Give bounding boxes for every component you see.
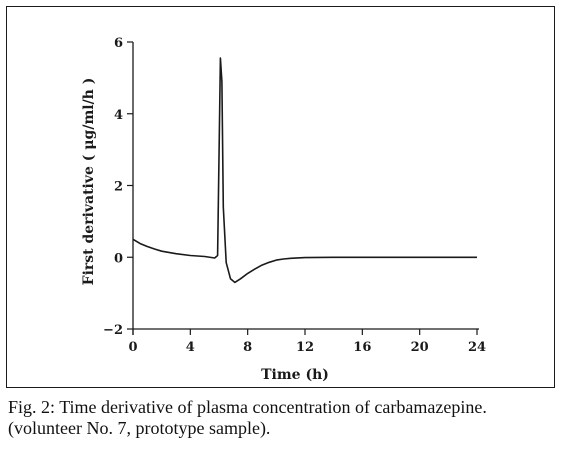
figure-caption: Fig. 2: Time derivative of plasma concen… bbox=[8, 397, 554, 439]
x-tick-label: 16 bbox=[353, 340, 371, 355]
caption-main: Fig. 2: Time derivative of plasma concen… bbox=[8, 397, 487, 417]
x-axis-title: Time (h) bbox=[261, 367, 329, 383]
y-tick-label: 6 bbox=[114, 36, 123, 51]
chart-axes bbox=[132, 42, 479, 335]
caption-sub: (volunteer No. 7, prototype sample). bbox=[8, 418, 271, 438]
y-tick-label: 4 bbox=[114, 108, 123, 123]
x-tick-label: 20 bbox=[411, 340, 429, 355]
y-tick-label: 0 bbox=[114, 251, 123, 266]
series-line bbox=[132, 57, 477, 284]
x-tick-label: 4 bbox=[186, 340, 195, 355]
y-axis-title: First derivative ( μg/ml/h ) bbox=[81, 78, 97, 286]
y-tick-label: −2 bbox=[103, 323, 123, 338]
y-tick-label: 2 bbox=[114, 180, 123, 195]
x-tick-label: 8 bbox=[243, 340, 252, 355]
figure-frame: 0 4 8 12 16 20 24 −2 0 2 4 6 Time (h) First derivat… bbox=[6, 6, 555, 388]
x-tick-label: 12 bbox=[296, 340, 314, 355]
x-tick-label: 0 bbox=[128, 340, 137, 355]
x-tick-label: 24 bbox=[468, 340, 486, 355]
